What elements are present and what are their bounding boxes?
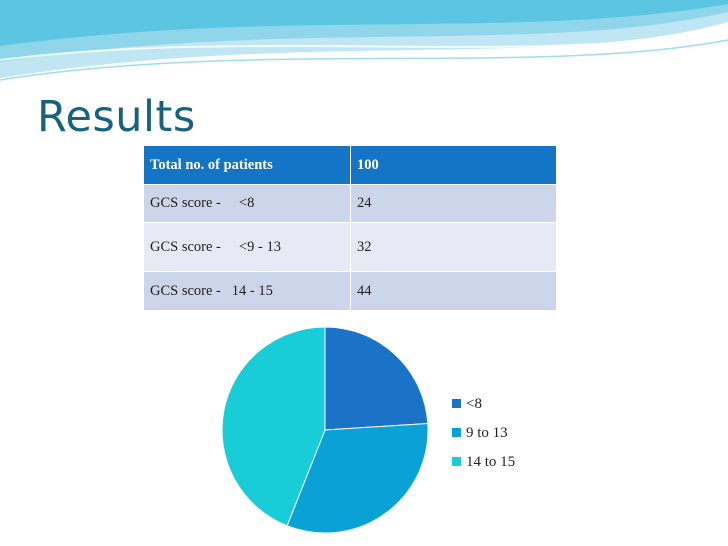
legend-label: <8 [466,396,482,412]
table-cell-value: 32 [350,222,557,272]
pie-slice [324,326,429,431]
table-header-value: 100 [350,145,557,185]
slide-title: Results [37,92,196,142]
pie-slices [221,326,429,534]
table-cell-label: GCS score - 14 - 15 [143,271,351,311]
pie-slice [221,326,326,527]
legend-swatch [452,457,461,466]
table-header-label: Total no. of patients [143,145,351,185]
table-row: GCS score - <9 - 13 32 [143,222,557,272]
results-table: Total no. of patients 100 GCS score - <8… [143,145,557,311]
table-cell-label: GCS score - <9 - 13 [143,222,351,272]
pie-slice [286,423,429,534]
table-cell-value: 24 [350,184,557,223]
table-row: GCS score - <8 24 [143,184,557,223]
table-cell-value: 44 [350,271,557,311]
legend-label: 14 to 15 [466,454,515,470]
table-row: GCS score - 14 - 15 44 [143,271,557,311]
legend-swatch [452,428,461,437]
table-cell-label: GCS score - <8 [143,184,351,223]
chart-legend: <8 9 to 13 14 to 15 [452,396,515,470]
legend-label: 9 to 13 [466,425,508,441]
header-wave-decoration [0,0,728,81]
table-header-row: Total no. of patients 100 [143,145,557,185]
legend-swatch [452,399,461,408]
